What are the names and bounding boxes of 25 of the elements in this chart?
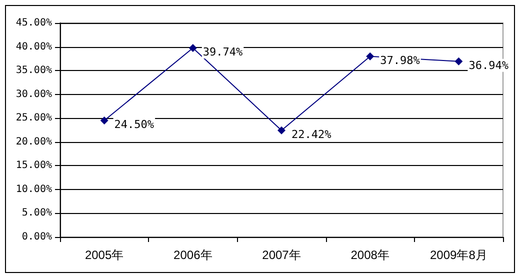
y-tick-label: 15.00% — [16, 160, 52, 172]
x-tick-label: 2005年 — [84, 248, 124, 262]
point — [454, 57, 463, 66]
point — [188, 44, 197, 52]
point — [278, 126, 286, 134]
point — [366, 52, 374, 60]
y-tick-label: 0.00% — [22, 232, 52, 242]
y-tick-label: 45.00% — [16, 18, 52, 28]
y-tick-label: 20.00% — [16, 136, 52, 148]
data-label: 39.74% — [202, 46, 244, 59]
y-tick-label: 25.00% — [16, 112, 52, 124]
y-tick-label: 40.00% — [16, 41, 52, 52]
y-tick-label: 30.00% — [16, 88, 52, 100]
x-tick-label: 2009年8月 — [430, 248, 488, 262]
point — [100, 116, 108, 124]
y-tick-label: 10.00% — [16, 184, 52, 195]
y-tick-label: 35.00% — [16, 65, 52, 76]
data-label: 37.98% — [380, 54, 420, 67]
data-label: 22.42% — [292, 128, 332, 141]
data-label: 36.94% — [468, 58, 509, 72]
y-tick-label: 5.00% — [22, 208, 52, 219]
x-tick-label: 2008年 — [350, 248, 390, 262]
x-tick-label: 2007年 — [262, 248, 301, 262]
x-tick-label: 2006年 — [174, 248, 212, 262]
data-label: 24.50% — [114, 118, 154, 131]
